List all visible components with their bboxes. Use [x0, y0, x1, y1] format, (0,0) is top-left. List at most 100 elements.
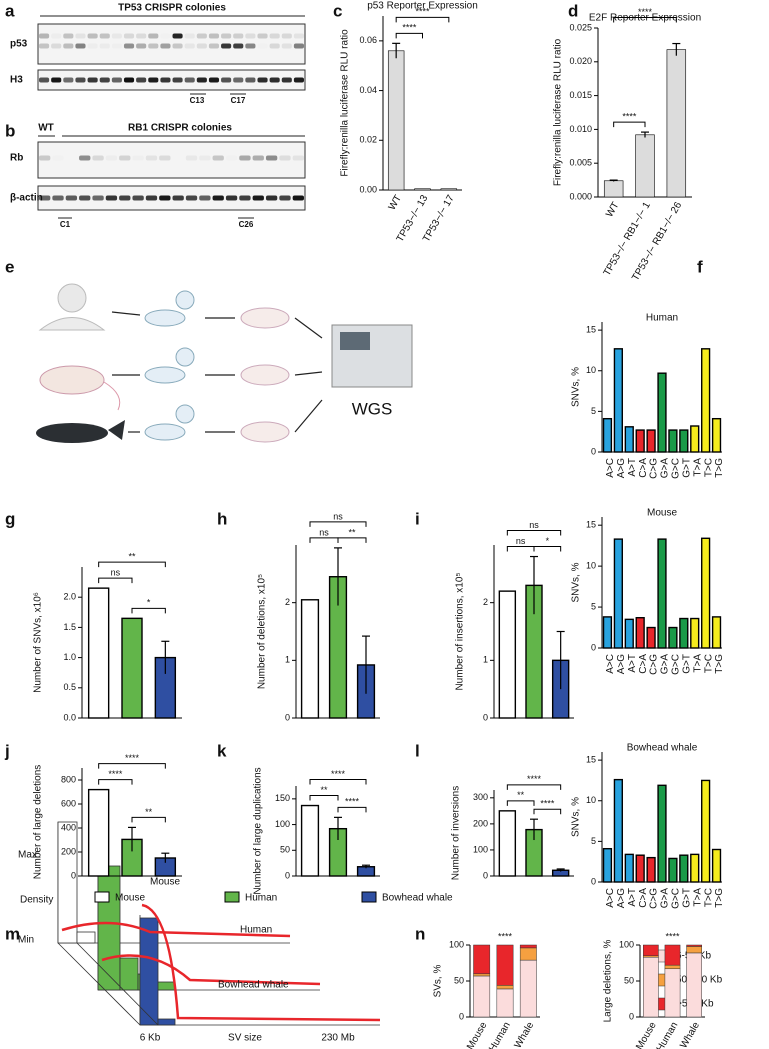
- blot-band: [75, 33, 86, 39]
- blot-band: [257, 77, 268, 83]
- x-tick-label: A>G: [616, 654, 627, 675]
- y-tick-label: 600: [61, 798, 76, 808]
- x-tick-label: C>G: [649, 654, 660, 675]
- blot-band: [52, 195, 64, 201]
- blot-band: [221, 77, 232, 83]
- significance-label: **: [320, 785, 328, 795]
- significance-label: ****: [527, 774, 542, 784]
- blot-frame: [37, 69, 306, 91]
- bar: [635, 617, 645, 649]
- blot-band: [233, 43, 244, 49]
- significance-bracket: [506, 800, 535, 806]
- blot-band: [106, 156, 117, 161]
- significance-bracket: [131, 607, 166, 614]
- y-tick-label: 1: [285, 655, 290, 665]
- y-tick-label: 100: [619, 939, 634, 949]
- bar: [668, 626, 678, 649]
- blot-band: [208, 43, 220, 49]
- blot-band: [293, 77, 304, 83]
- y-tick-label: 5: [591, 406, 596, 416]
- panel-letter: l: [415, 741, 420, 760]
- y-tick-label: 100: [275, 819, 290, 829]
- blot-band: [293, 33, 304, 39]
- blot-row-label: Rb: [10, 153, 23, 164]
- bar: [498, 590, 517, 719]
- bar-segment: [519, 959, 537, 1018]
- blot-band: [39, 195, 51, 201]
- significance-bracket: [309, 795, 339, 801]
- workflow-label: WGS: [352, 399, 393, 418]
- blot-band: [39, 43, 50, 49]
- blot-band: [196, 43, 207, 49]
- panel-letter: m: [5, 924, 20, 943]
- y-axis-label: Large deletions, %: [603, 939, 614, 1022]
- bar: [701, 537, 711, 649]
- x-tick-label: G>A: [660, 888, 671, 909]
- bar-segment: [664, 944, 681, 966]
- significance-bracket: [337, 806, 367, 813]
- significance-label: ns: [319, 527, 329, 537]
- legend-swatch: [224, 891, 240, 903]
- blot-band: [225, 195, 238, 201]
- bar: [635, 134, 655, 198]
- panel-letter: d: [568, 1, 578, 20]
- significance-label: ****: [665, 931, 680, 941]
- significance-bracket: [533, 808, 562, 815]
- y-axis-label: Number of inversions: [451, 786, 462, 880]
- bar-segment: [519, 947, 537, 961]
- bar: [701, 779, 711, 883]
- significance-label: **: [128, 552, 136, 562]
- y-tick-label: 15: [586, 325, 596, 335]
- blot-band: [159, 195, 171, 201]
- x-tick-label: G>C: [671, 888, 682, 909]
- bar: [657, 538, 667, 649]
- blot-band: [88, 44, 98, 49]
- blot-band: [281, 77, 292, 83]
- y-tick-label: 1.5: [63, 622, 76, 632]
- blot-band: [51, 43, 62, 49]
- bar-segment: [496, 988, 514, 1018]
- workflow-icons: [36, 283, 413, 443]
- significance-bracket: [98, 779, 133, 785]
- bar: [387, 50, 405, 191]
- blot-band: [99, 43, 110, 49]
- density-species: Human: [240, 925, 272, 936]
- blot-band: [233, 33, 244, 39]
- y-tick-label: 0: [591, 446, 596, 456]
- blot-band: [252, 155, 264, 161]
- bar: [440, 188, 458, 191]
- bar-segment: [664, 968, 681, 1018]
- blot-band: [226, 156, 237, 161]
- blot-band: [111, 33, 122, 39]
- bar-segment: [686, 944, 702, 947]
- significance-label: **: [517, 790, 525, 800]
- y-axis-label: Number of insertions, x10⁵: [455, 572, 466, 690]
- bar: [668, 857, 678, 883]
- significance-bracket: [506, 530, 562, 536]
- blot-band: [65, 195, 78, 201]
- clone-label: C17: [231, 96, 246, 105]
- panel-letter: n: [415, 924, 425, 943]
- x-tick-label: Mouse: [465, 1020, 490, 1049]
- significance-label: ****: [402, 23, 417, 33]
- density-species: Mouse: [150, 877, 180, 888]
- blot-band: [145, 195, 158, 201]
- blot-band: [265, 155, 278, 161]
- blot-band: [184, 43, 195, 49]
- y-axis-label: Number of large deletions: [33, 765, 44, 880]
- bar: [498, 810, 517, 877]
- y-tick-label: 0.06: [359, 35, 377, 45]
- bar: [657, 372, 667, 453]
- bar: [87, 788, 110, 877]
- significance-label: ****: [622, 111, 637, 121]
- bar-segment: [496, 944, 514, 986]
- panel-letter: j: [4, 741, 10, 760]
- significance-bracket: [98, 561, 166, 568]
- y-tick-label: 2: [483, 597, 488, 607]
- bar-segment: [496, 985, 514, 990]
- y-tick-label: 150: [275, 793, 290, 803]
- bar: [679, 429, 689, 453]
- density-x: SV size: [228, 1033, 262, 1044]
- x-tick-label: T>G: [714, 654, 725, 674]
- density-label: Density: [20, 895, 53, 906]
